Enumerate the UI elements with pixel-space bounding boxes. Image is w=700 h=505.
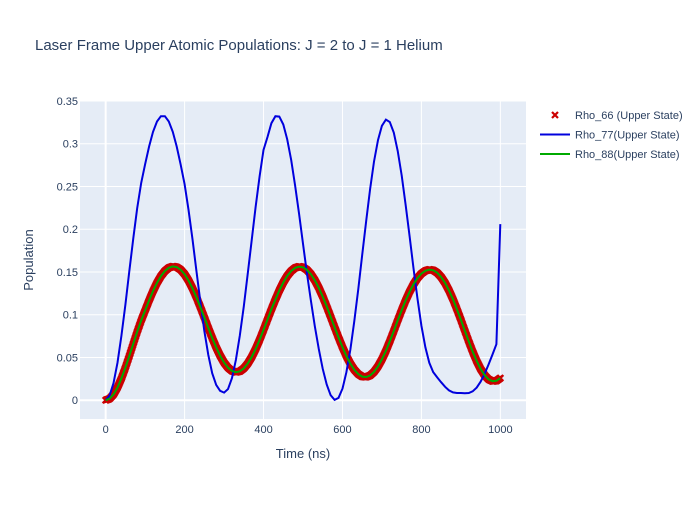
plot-area [80, 101, 526, 419]
series-line [104, 115, 502, 402]
y-tick-label: 0.05 [57, 352, 78, 364]
y-tick-label: 0.1 [63, 310, 78, 322]
x-tick-label: 200 [175, 424, 193, 436]
y-tick-label: 0.15 [57, 267, 78, 279]
y-tick-label: 0.3 [63, 139, 78, 151]
y-tick-label: 0.2 [63, 224, 78, 236]
legend-item-rho-66-upper-state[interactable]: Rho_66 (Upper State) [551, 110, 683, 122]
series-line [105, 265, 501, 402]
tick-label-layer: 0 200 400 600 800 1000 0 0.05 0.1 0.15 0.2 0.25 0.3 0… [57, 96, 513, 436]
x-tick-label: 600 [333, 424, 351, 436]
legend-item-rho-77-upper-state[interactable]: Rho_77(Upper State) [540, 130, 680, 142]
series-rho-88-upper-state [105, 265, 501, 402]
legend[interactable]: Rho_66 (Upper State) Rho_77(Upper State) R… [540, 110, 683, 161]
legend-marker-symbol [551, 111, 559, 119]
legend-label: Rho_77(Upper State) [575, 130, 680, 142]
chart-title: Laser Frame Upper Atomic Populations: J … [35, 37, 443, 54]
x-tick-label: 800 [412, 424, 430, 436]
legend-label: Rho_66 (Upper State) [575, 110, 683, 122]
y-tick-label: 0.25 [57, 181, 78, 193]
x-axis-title: Time (ns) [276, 446, 330, 461]
legend-label: Rho_88(Upper State) [575, 149, 680, 161]
y-tick-label: 0.35 [57, 96, 78, 108]
series-rho-77-upper-state [104, 115, 502, 402]
y-tick-label: 0 [72, 395, 78, 407]
x-tick-label: 400 [254, 424, 272, 436]
legend-item-rho-88-upper-state[interactable]: Rho_88(Upper State) [540, 149, 680, 161]
y-axis-title: Population [21, 229, 36, 290]
series-layer [101, 115, 505, 404]
x-tick-label: 1000 [488, 424, 512, 436]
x-tick-label: 0 [103, 424, 109, 436]
